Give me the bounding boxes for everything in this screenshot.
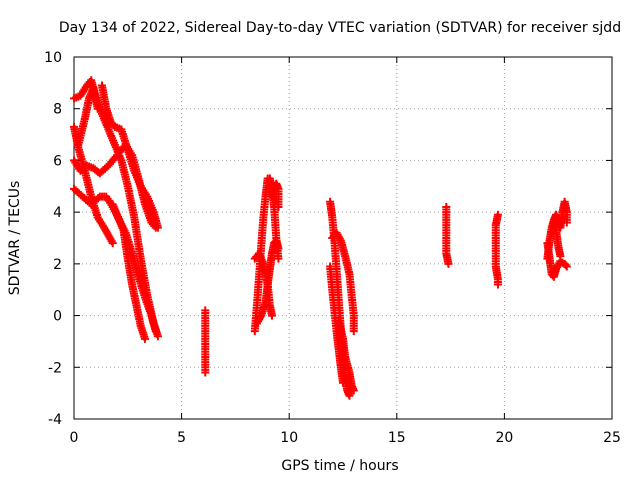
- series-track-u: [549, 218, 565, 261]
- data-point-marker: [274, 202, 283, 211]
- y-tick-label: 10: [44, 50, 62, 66]
- plot-frame: [73, 56, 613, 420]
- data-point-marker: [274, 254, 283, 263]
- y-tick-label: 8: [53, 102, 62, 118]
- data-point-marker: [151, 327, 160, 336]
- series-track-q: [442, 202, 453, 268]
- marker-layer: [70, 76, 571, 400]
- y-tick-label: -4: [48, 412, 62, 428]
- data-point-marker: [345, 391, 354, 400]
- x-axis-label: GPS time / hours: [281, 458, 398, 474]
- series-track-n: [328, 228, 358, 336]
- series-track-d: [70, 140, 160, 232]
- y-tick-label: 2: [53, 257, 62, 273]
- series-track-r: [491, 210, 502, 289]
- chart-title: Day 134 of 2022, Sidereal Day-to-day VTE…: [59, 20, 621, 36]
- data-point-marker: [349, 386, 358, 395]
- data-point-marker: [151, 223, 160, 232]
- y-tick-label: 6: [53, 153, 62, 169]
- y-tick-label: 4: [53, 205, 62, 221]
- y-tick-label: -2: [48, 360, 62, 376]
- x-tick-label: 20: [495, 430, 513, 446]
- y-tick-label: 0: [53, 309, 62, 325]
- data-point-marker: [562, 262, 571, 271]
- data-point-marker: [444, 259, 453, 268]
- data-point-marker: [339, 378, 347, 387]
- data-point-marker: [349, 327, 358, 336]
- x-tick-label: 0: [70, 430, 79, 446]
- series-track-t: [543, 239, 571, 281]
- data-point-marker: [556, 252, 565, 261]
- series-track-g: [108, 200, 150, 343]
- data-point-marker: [562, 218, 571, 227]
- data-point-marker: [201, 368, 210, 377]
- data-point-marker: [267, 311, 276, 320]
- series-track-k: [250, 249, 276, 320]
- series-track-p: [334, 316, 358, 395]
- series-track-h: [201, 306, 210, 377]
- series-track-l: [267, 179, 283, 211]
- data-point-marker: [108, 239, 117, 248]
- x-tick-label: 5: [177, 430, 186, 446]
- y-axis-label: SDTVAR / TECUs: [7, 181, 23, 296]
- x-tick-label: 25: [603, 430, 621, 446]
- data-point-marker: [493, 280, 502, 289]
- tick-layer: 0 5 10 15 20 25 -4 -2 0 2 4 6 8 10: [44, 50, 621, 446]
- data-point-marker: [274, 244, 283, 253]
- data-point-marker: [93, 104, 102, 113]
- data-point-marker: [561, 261, 570, 270]
- data-point-marker: [141, 334, 150, 343]
- series-track-f: [74, 84, 102, 149]
- x-tick-label: 15: [388, 430, 406, 446]
- x-tick-label: 10: [280, 430, 298, 446]
- data-point-marker: [153, 332, 162, 341]
